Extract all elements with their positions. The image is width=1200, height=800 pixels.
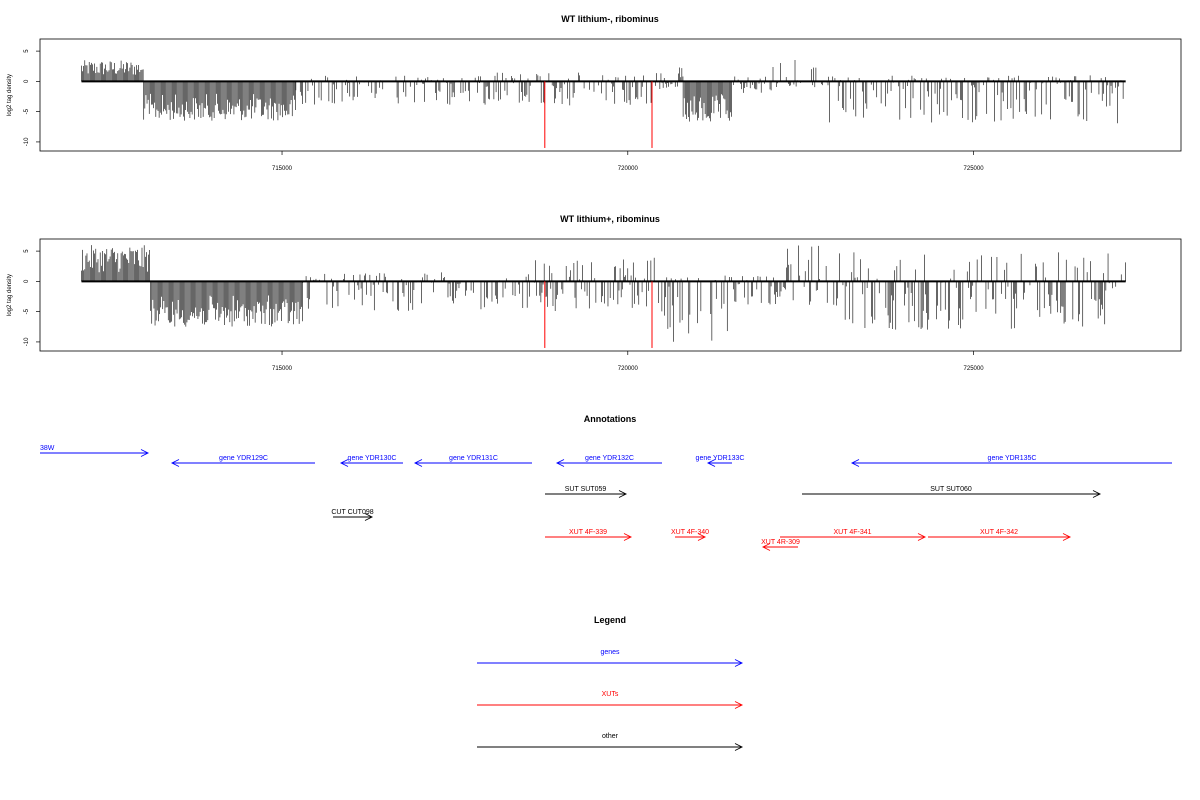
legend: Legend genes XUTs other (477, 615, 744, 751)
x-tick-label: 715000 (272, 166, 293, 172)
legend-items: genes XUTs other (477, 649, 744, 751)
feature-arrow (928, 533, 1072, 541)
feature-label: SUT SUT060 (930, 486, 972, 493)
marker-lines (544, 281, 653, 348)
y-tick-label: 5 (24, 49, 30, 53)
arrow-head (734, 743, 744, 751)
arrow-head (1062, 533, 1072, 541)
feature-arrows: 38W gene YDR129C gene YDR130C gene YDR131C g… (40, 445, 1172, 551)
legend-label: other (602, 733, 619, 740)
arrow-head (413, 459, 423, 467)
legend-label: genes (600, 649, 620, 656)
legend-title: Legend (594, 615, 626, 625)
feature-label: XUT 4R-309 (761, 539, 800, 546)
y-axis-label: log2 tag density (7, 74, 13, 116)
feature-arrow (706, 459, 732, 467)
legend-arrow (477, 743, 744, 751)
arrow-head (140, 449, 150, 457)
feature-arrow (333, 513, 374, 521)
arrow-head (734, 701, 744, 709)
panel-title: WT lithium-, ribominus (561, 14, 659, 24)
signal-bars (81, 245, 1126, 342)
x-tick-label: 725000 (964, 366, 985, 372)
legend-label: XUTs (602, 691, 619, 698)
y-tick-label: -10 (24, 137, 30, 146)
arrow-head (697, 533, 707, 541)
arrow-head (850, 459, 860, 467)
marker-lines (544, 81, 653, 148)
track-panel-lithium-plus: WT lithium+, ribominus log2 tag density … (7, 214, 1182, 372)
arrow-head (623, 533, 633, 541)
arrow-head (618, 490, 628, 498)
arrow-head (170, 459, 180, 467)
arrow-head (761, 543, 771, 551)
feature-arrow (761, 543, 798, 551)
feature-label: gene YDR130C (348, 455, 397, 462)
annotations-panel: Annotations 38W gene YDR129C gene YDR130C g… (40, 414, 1172, 551)
x-tick-label: 720000 (618, 166, 639, 172)
y-tick-label: -5 (24, 108, 30, 114)
feature-label: XUT 4F-339 (569, 529, 607, 536)
track-panel-lithium-minus: WT lithium-, ribominus log2 tag density … (7, 14, 1182, 172)
y-tick-label: 0 (24, 279, 30, 283)
panel-title: WT lithium+, ribominus (560, 214, 660, 224)
feature-label: SUT SUT059 (565, 486, 607, 493)
arrow-head (734, 659, 744, 667)
legend-arrow (477, 701, 744, 709)
feature-arrow (802, 490, 1102, 498)
feature-arrow (545, 533, 633, 541)
x-tick-label: 715000 (272, 366, 293, 372)
feature-label: XUT 4F-340 (671, 529, 709, 536)
axis-ticks: 715000 720000 725000 -10 -5 0 5 (24, 49, 984, 172)
feature-label: XUT 4F-342 (980, 529, 1018, 536)
feature-label: 38W (40, 445, 55, 452)
feature-label: CUT CUT098 (331, 509, 373, 516)
feature-arrow (545, 490, 628, 498)
arrow-head (364, 513, 374, 521)
feature-label: gene YDR132C (585, 455, 634, 462)
axis-ticks: 715000 720000 725000 -10 -5 0 5 (24, 249, 984, 372)
x-tick-label: 720000 (618, 366, 639, 372)
feature-arrow (40, 449, 150, 457)
plot-frame (39, 38, 1182, 152)
plot-frame (39, 238, 1182, 352)
feature-label: gene YDR135C (988, 455, 1037, 462)
feature-arrow (413, 459, 532, 467)
feature-arrow (339, 459, 403, 467)
y-tick-label: -5 (24, 308, 30, 314)
signal-bars (81, 60, 1126, 124)
y-tick-label: 5 (24, 249, 30, 253)
x-tick-label: 725000 (964, 166, 985, 172)
feature-arrow (675, 533, 707, 541)
feature-arrow (170, 459, 315, 467)
feature-label: gene YDR129C (219, 455, 268, 462)
y-tick-label: 0 (24, 79, 30, 83)
feature-arrow (850, 459, 1172, 467)
arrow-head (555, 459, 565, 467)
feature-arrow (780, 533, 927, 541)
y-axis-label: log2 tag density (7, 274, 13, 316)
legend-arrow (477, 659, 744, 667)
feature-label: gene YDR133C (696, 455, 745, 462)
arrow-head (706, 459, 716, 467)
arrow-head (339, 459, 349, 467)
feature-label: gene YDR131C (449, 455, 498, 462)
feature-label: XUT 4F-341 (834, 529, 872, 536)
annotations-title: Annotations (584, 414, 637, 424)
feature-arrow (555, 459, 662, 467)
y-tick-label: -10 (24, 337, 30, 346)
arrow-head (917, 533, 927, 541)
arrow-head (1092, 490, 1102, 498)
